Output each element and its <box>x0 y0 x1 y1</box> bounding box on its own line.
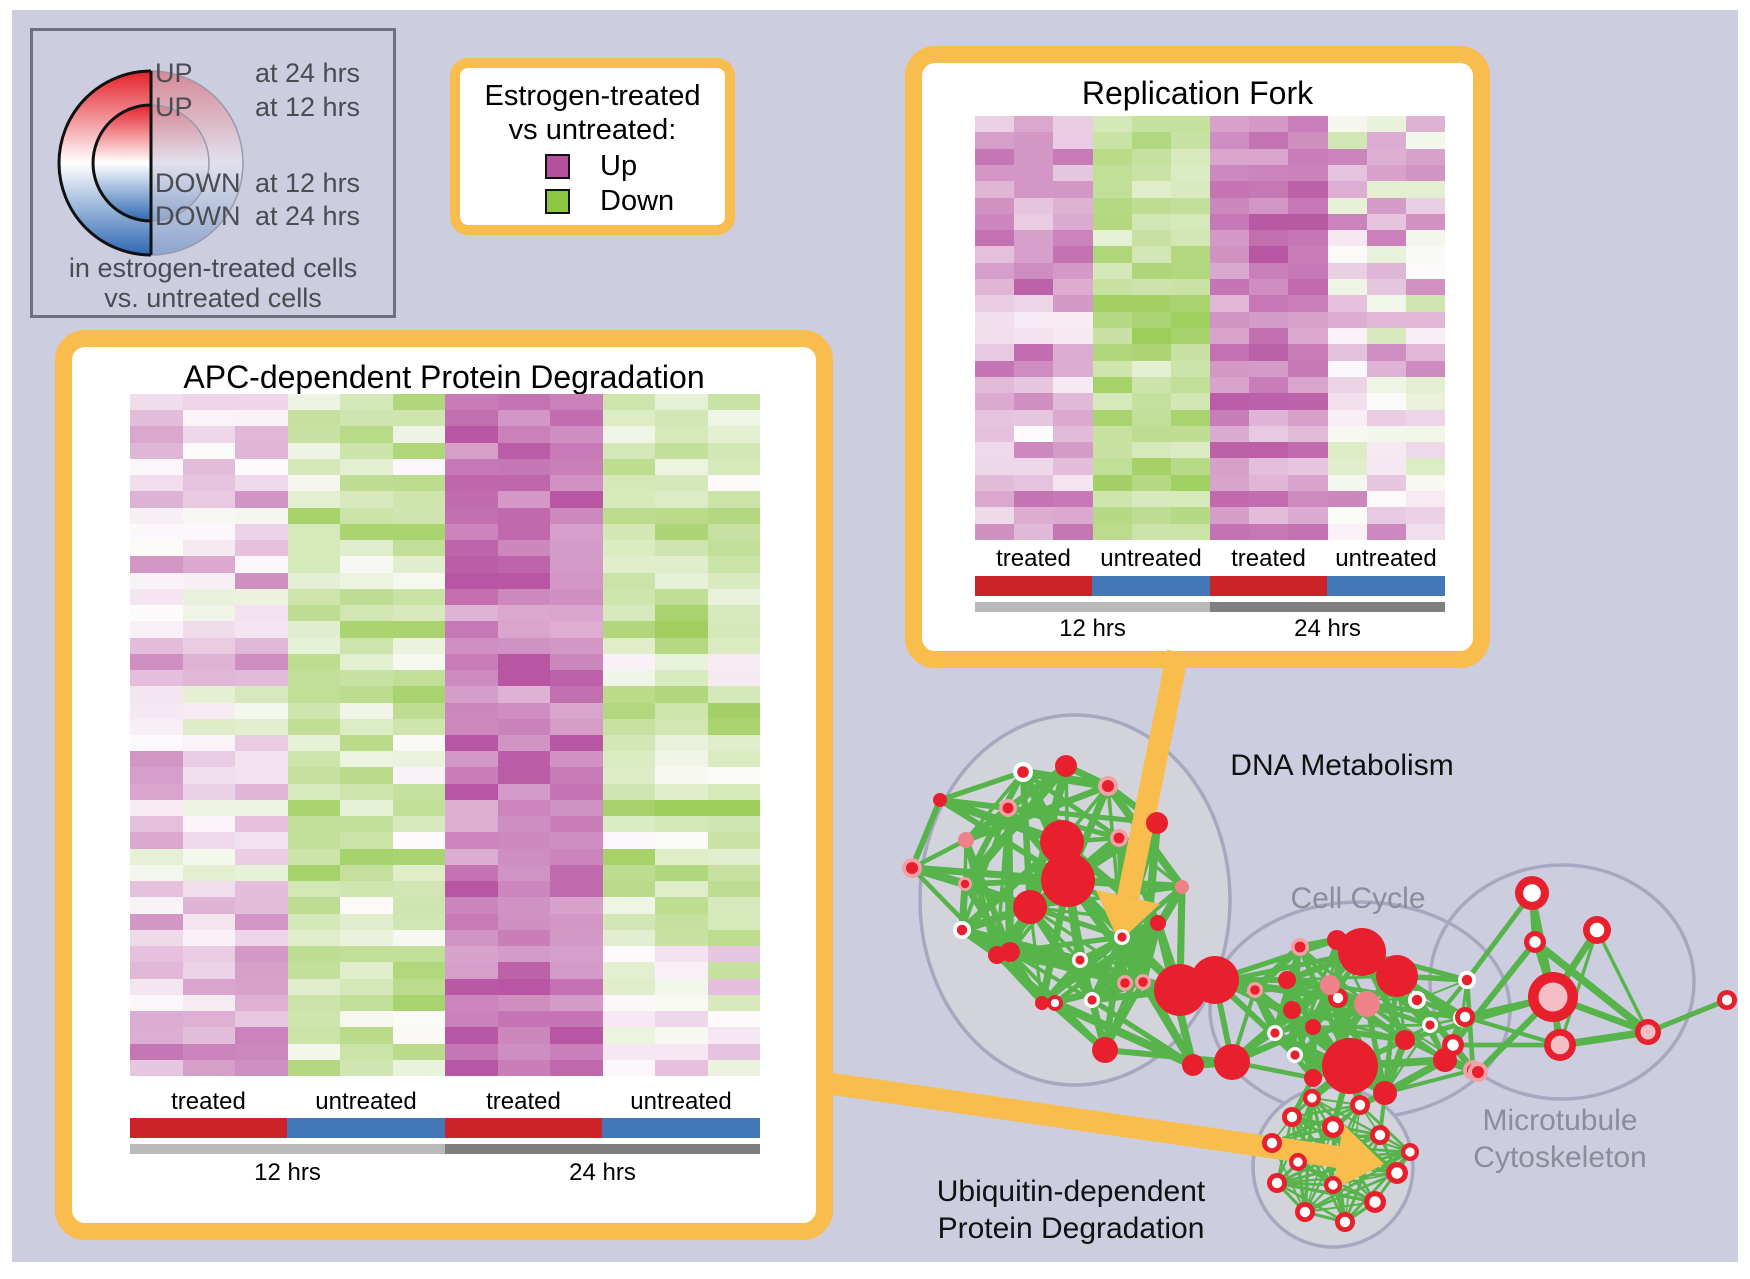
microtubule-cytoskeleton-label: Microtubule Cytoskeleton <box>1420 1102 1700 1176</box>
apc-24hrs-bar <box>445 1144 760 1154</box>
ring-time-down24: at 24 hrs <box>255 201 361 231</box>
apc-title: APC-dependent Protein Degradation <box>183 359 705 395</box>
down-color-swatch <box>545 189 570 214</box>
apc-group-label-2: untreated <box>315 1088 417 1115</box>
ring-caption-line2: vs. untreated cells <box>104 283 322 313</box>
apc-group-label-4: untreated <box>630 1088 732 1115</box>
up-color-swatch <box>545 154 570 179</box>
ring-time-24: at 24 hrs <box>255 58 361 88</box>
microtubule-label-line2: Cytoskeleton <box>1473 1141 1647 1174</box>
apc-heatmap <box>130 394 760 1076</box>
color-legend-title-line1: Estrogen-treated <box>484 80 701 112</box>
rf-group-label-4: untreated <box>1335 545 1437 572</box>
ring-direction-up24: UP <box>155 58 193 88</box>
cell-cycle-label: Cell Cycle <box>1290 882 1426 915</box>
replication-fork-title: Replication Fork <box>1081 75 1314 111</box>
ubiquitin-label-line1: Ubiquitin-dependent <box>936 1175 1206 1208</box>
ubiquitin-label: Ubiquitin-dependent Protein Degradation <box>901 1173 1241 1247</box>
ring-time-down12: at 12 hrs <box>255 168 361 198</box>
rf-untreated-bar-12 <box>1092 576 1210 596</box>
apc-24hrs-label: 24 hrs <box>569 1159 636 1186</box>
apc-panel: APC-dependent Protein Degradation treate… <box>55 330 833 1240</box>
apc-untreated-bar-12 <box>287 1118 445 1138</box>
apc-treated-bar-24 <box>445 1118 602 1138</box>
rf-group-label-3: treated <box>1231 545 1306 572</box>
dna-metabolism-label: DNA Metabolism <box>1230 749 1454 782</box>
rf-untreated-bar-24 <box>1327 576 1445 596</box>
apc-untreated-bar-24 <box>602 1118 760 1138</box>
apc-group-label-3: treated <box>486 1088 561 1115</box>
apc-group-label-1: treated <box>171 1088 246 1115</box>
replication-fork-panel: Replication Fork treated untreated treat… <box>905 46 1490 668</box>
ubiquitin-label-line2: Protein Degradation <box>937 1212 1205 1245</box>
rf-group-label-1: treated <box>996 545 1071 572</box>
rf-24hrs-bar <box>1210 602 1445 612</box>
ring-direction-down24: DOWN <box>155 201 241 231</box>
rf-24hrs-label: 24 hrs <box>1294 615 1361 642</box>
up-label: Up <box>600 150 638 182</box>
color-legend-title-line2: vs untreated: <box>508 114 677 146</box>
down-label: Down <box>600 185 675 217</box>
rf-12hrs-label: 12 hrs <box>1059 615 1126 642</box>
ring-legend-box: UP at 24 hrs UP at 12 hrs DOWN at 12 hrs… <box>30 28 396 318</box>
ring-direction-down12: DOWN <box>155 168 241 198</box>
apc-treated-bar-12 <box>130 1118 287 1138</box>
ring-caption-line1: in estrogen-treated cells <box>68 253 358 283</box>
ring-time-12: at 12 hrs <box>255 92 361 122</box>
rf-treated-bar-12 <box>975 576 1092 596</box>
color-legend-box: Estrogen-treated vs untreated: Up Down <box>450 58 735 235</box>
rf-treated-bar-24 <box>1210 576 1327 596</box>
apc-12hrs-label: 12 hrs <box>254 1159 321 1186</box>
rf-group-label-2: untreated <box>1100 545 1202 572</box>
rf-12hrs-bar <box>975 602 1210 612</box>
microtubule-label-line1: Microtubule <box>1482 1104 1638 1137</box>
ring-direction-up12: UP <box>155 92 193 122</box>
replication-fork-heatmap <box>975 116 1445 540</box>
apc-12hrs-bar <box>130 1144 445 1154</box>
up-down-rings-graphic <box>57 69 244 257</box>
